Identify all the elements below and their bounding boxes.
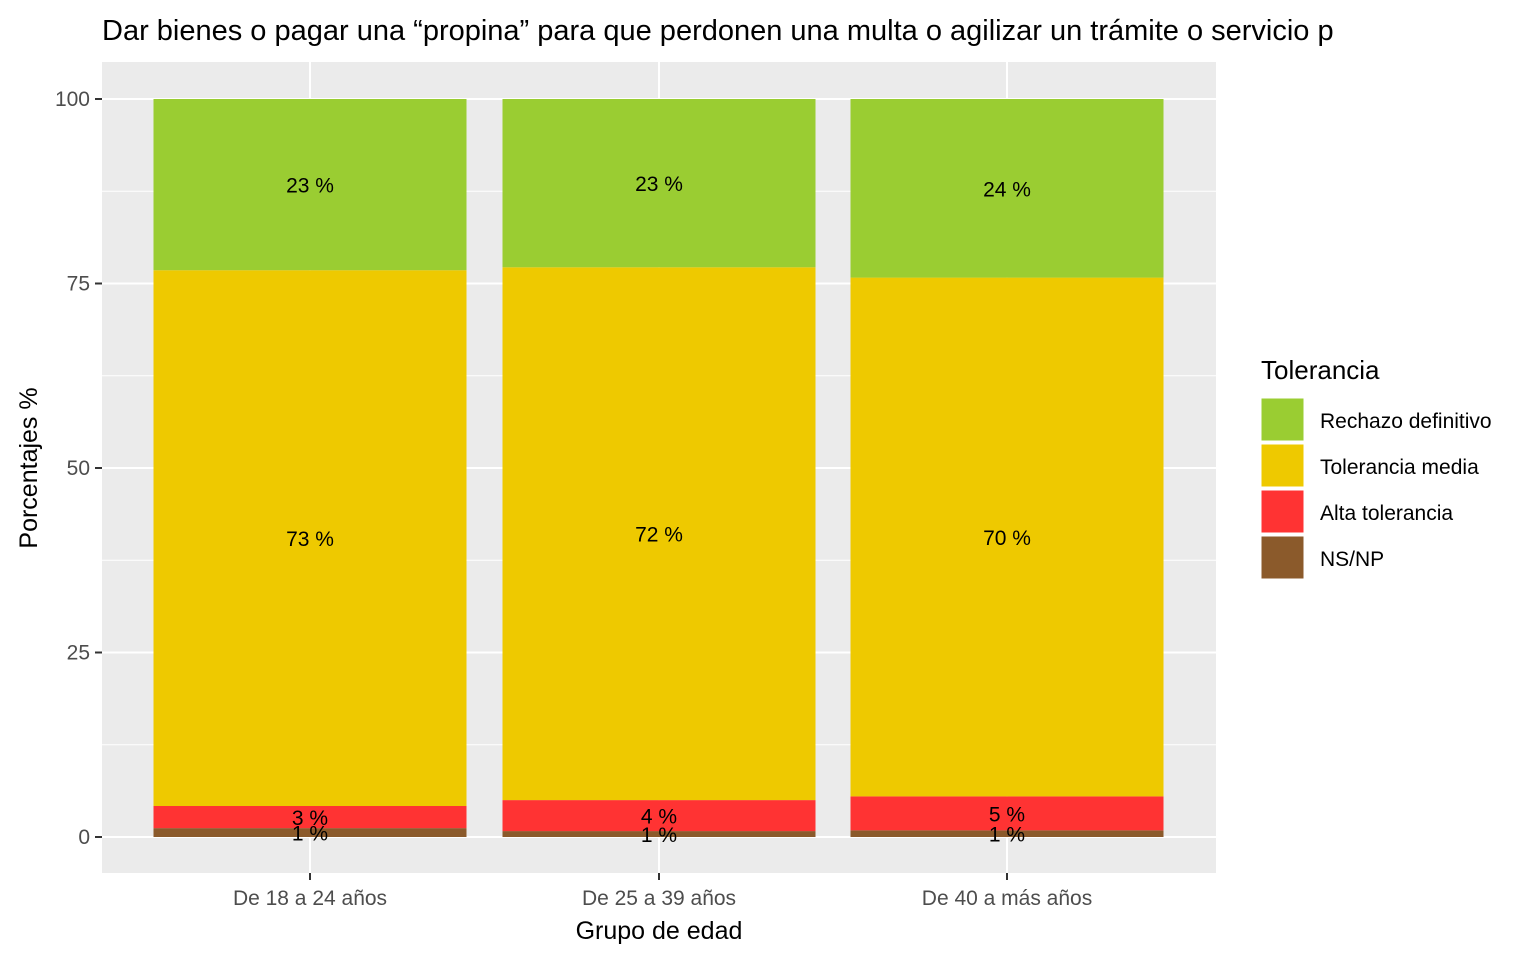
legend-label: Tolerancia media bbox=[1320, 456, 1479, 479]
bar-segment bbox=[153, 828, 467, 837]
data-label: 1 % bbox=[641, 824, 677, 847]
bar-segment bbox=[850, 796, 1164, 831]
data-label: 24 % bbox=[983, 178, 1031, 201]
bar-segment bbox=[502, 800, 816, 832]
data-label: 72 % bbox=[635, 524, 683, 547]
bar-segment bbox=[850, 277, 1164, 797]
bar-segment bbox=[153, 270, 467, 807]
data-label: 4 % bbox=[641, 806, 677, 829]
data-label: 23 % bbox=[635, 173, 683, 196]
bar-segment bbox=[153, 99, 467, 271]
y-tick-label: 75 bbox=[67, 273, 90, 296]
y-tick-label: 0 bbox=[78, 826, 90, 849]
x-tick-label: De 18 a 24 años bbox=[233, 887, 387, 910]
chart-title: Dar bienes o pagar una “propina” para qu… bbox=[102, 15, 1334, 47]
legend-label: Alta tolerancia bbox=[1320, 502, 1453, 525]
y-tick-label: 50 bbox=[67, 457, 90, 480]
y-axis-title: Porcentajes % bbox=[15, 387, 43, 548]
data-label: 1 % bbox=[292, 823, 328, 846]
data-label: 23 % bbox=[286, 175, 334, 198]
bar-segment bbox=[153, 806, 467, 829]
data-label: 5 % bbox=[989, 803, 1025, 826]
legend-key bbox=[1260, 443, 1305, 488]
data-label: 70 % bbox=[983, 527, 1031, 550]
x-axis-title: Grupo de edad bbox=[576, 917, 743, 945]
bar-segment bbox=[850, 99, 1164, 278]
bar-segment bbox=[502, 99, 816, 268]
legend-key bbox=[1260, 489, 1305, 534]
y-tick-label: 100 bbox=[55, 88, 90, 111]
bars bbox=[153, 99, 1164, 837]
legend: Tolerancia Rechazo definitivo Tolerancia … bbox=[1260, 355, 1492, 580]
legend-label: Rechazo definitivo bbox=[1320, 410, 1492, 433]
x-axis: De 18 a 24 años De 25 a 39 años De 40 a má… bbox=[233, 873, 1092, 910]
x-tick-label: De 40 a más años bbox=[922, 887, 1092, 910]
y-axis: 0 25 50 75 100 bbox=[55, 88, 102, 849]
data-label: 3 % bbox=[292, 807, 328, 830]
bar-segment bbox=[850, 830, 1164, 837]
data-label: 1 % bbox=[989, 824, 1025, 847]
legend-key bbox=[1260, 397, 1305, 442]
x-tick-label: De 25 a 39 años bbox=[582, 887, 736, 910]
data-labels: 1 %3 %73 %23 %1 %4 %72 %23 %1 %5 %70 %24… bbox=[286, 173, 1031, 847]
bar-segment bbox=[502, 267, 816, 801]
legend-title: Tolerancia bbox=[1261, 355, 1380, 385]
bar-segment bbox=[502, 831, 816, 837]
legend-label: NS/NP bbox=[1320, 548, 1384, 571]
y-tick-label: 25 bbox=[67, 642, 90, 665]
legend-key bbox=[1260, 535, 1305, 580]
data-label: 73 % bbox=[286, 528, 334, 551]
